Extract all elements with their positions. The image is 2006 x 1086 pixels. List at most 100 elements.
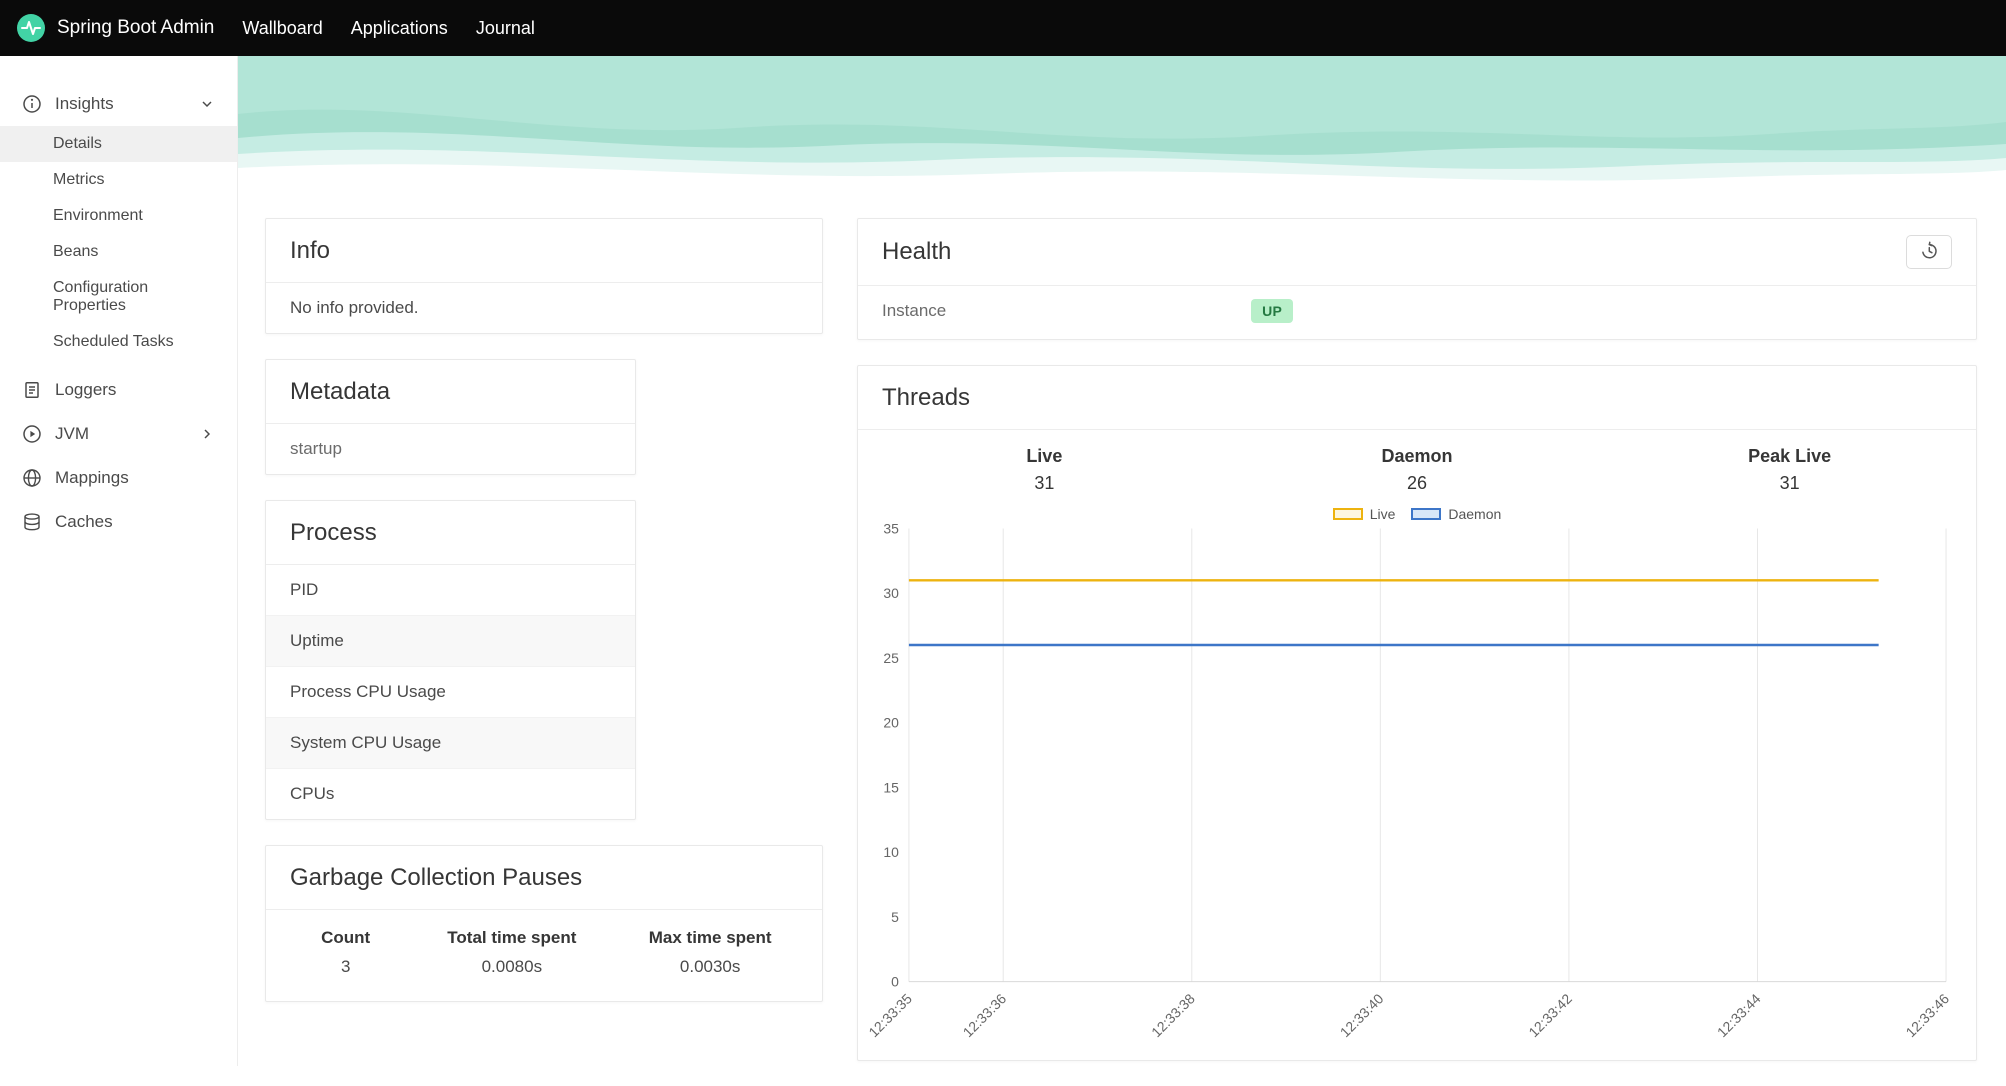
stat-value: 31: [1034, 473, 1055, 493]
history-icon: [1919, 241, 1939, 264]
legend-swatch-live: [1332, 508, 1363, 520]
gc-col-max: Max time spent: [648, 928, 772, 947]
svg-text:10: 10: [883, 844, 899, 860]
stat-value: 31: [1779, 473, 1800, 493]
chart-legend: Live Daemon: [858, 506, 1976, 522]
play-circle-icon: [22, 424, 42, 444]
stat-value: 26: [1406, 473, 1428, 493]
sidebar-item-scheduled-tasks[interactable]: Scheduled Tasks: [53, 333, 174, 350]
status-badge: UP: [1251, 299, 1294, 323]
top-navbar: Spring Boot Admin Wallboard Applications…: [0, 0, 2006, 56]
health-history-button[interactable]: [1906, 235, 1952, 269]
svg-text:12:33:44: 12:33:44: [1714, 990, 1764, 1040]
sidebar-item-insights[interactable]: Insights: [0, 82, 237, 126]
sidebar-item-caches[interactable]: Caches: [0, 500, 237, 544]
info-card-body: No info provided.: [290, 298, 419, 317]
svg-text:12:33:36: 12:33:36: [960, 990, 1010, 1040]
card-title-text: Info: [290, 236, 331, 264]
card-title-text: Metadata: [290, 377, 391, 405]
sidebar-item-loggers[interactable]: Loggers: [0, 368, 237, 412]
chevron-down-icon: [199, 96, 215, 112]
stat-peak-live: Peak Live 31: [1603, 446, 1976, 494]
gc-table-header: Count Total time spent Max time spent: [276, 928, 812, 948]
info-circle-icon: [22, 94, 42, 114]
loggers-icon: [22, 380, 42, 400]
legend-item-live[interactable]: Live: [1332, 506, 1396, 522]
svg-text:20: 20: [883, 715, 899, 731]
globe-icon: [22, 468, 42, 488]
legend-label: Daemon: [1448, 506, 1502, 522]
process-row-uptime: Uptime: [266, 616, 635, 667]
threads-card-title: Threads: [858, 366, 1976, 430]
svg-text:12:33:40: 12:33:40: [1337, 990, 1387, 1040]
sidebar-item-label: Insights: [55, 94, 114, 113]
svg-text:25: 25: [883, 650, 899, 666]
process-row-system-cpu: System CPU Usage: [266, 718, 635, 769]
gc-col-count: Count: [321, 928, 371, 947]
svg-text:12:33:35: 12:33:35: [865, 990, 915, 1040]
card-title-text: Garbage Collection Pauses: [290, 863, 583, 891]
nav-wallboard[interactable]: Wallboard: [242, 18, 323, 38]
info-card: Info No info provided.: [265, 218, 823, 334]
gc-value-count: 3: [340, 957, 351, 976]
gc-table: Count Total time spent Max time spent 3 …: [266, 910, 822, 1001]
info-card-title: Info: [266, 219, 822, 283]
card-title-text: Health: [882, 238, 952, 265]
sidebar-item-details[interactable]: Details: [0, 126, 237, 162]
metadata-row: startup: [290, 439, 342, 458]
nav-journal[interactable]: Journal: [475, 18, 535, 38]
svg-text:35: 35: [883, 524, 899, 536]
sidebar: Insights Details Metrics Environment Bea…: [0, 56, 238, 1066]
gc-col-total: Total time spent: [447, 928, 577, 947]
stat-live: Live 31: [858, 446, 1231, 494]
gc-table-values: 3 0.0080s 0.0030s: [276, 957, 812, 977]
legend-swatch-daemon: [1411, 508, 1442, 520]
process-row-cpus: CPUs: [290, 784, 335, 803]
database-icon: [22, 512, 42, 532]
stat-label: Daemon: [1381, 446, 1453, 466]
health-card-title: Health: [858, 219, 1976, 286]
svg-text:12:33:42: 12:33:42: [1525, 990, 1575, 1040]
process-row-process-cpu: Process CPU Usage: [266, 667, 635, 718]
health-instance-label: Instance: [882, 301, 947, 320]
sidebar-item-mappings[interactable]: Mappings: [0, 456, 237, 500]
sidebar-item-configuration-properties[interactable]: Configuration Properties: [53, 279, 149, 314]
svg-text:5: 5: [891, 909, 899, 925]
threads-stats: Live 31 Daemon 26 Peak Live 31: [858, 430, 1976, 494]
navbar-menu: Wallboard Applications Journal: [228, 0, 548, 56]
threads-chart: 12:33:35 12:33:36 12:33:38 12:33:40 12:33:42…: [865, 524, 1952, 1040]
chevron-right-icon: [199, 426, 215, 442]
sidebar-item-label: Loggers: [55, 380, 117, 399]
process-row-pid: PID: [266, 565, 635, 616]
svg-text:15: 15: [883, 779, 899, 795]
sidebar-item-label: Caches: [55, 512, 113, 531]
legend-item-daemon[interactable]: Daemon: [1411, 506, 1501, 522]
svg-text:12:33:38: 12:33:38: [1148, 990, 1198, 1040]
svg-text:12:33:46: 12:33:46: [1902, 990, 1952, 1040]
sidebar-item-jvm[interactable]: JVM: [0, 412, 237, 456]
metadata-card-title: Metadata: [266, 360, 635, 424]
insights-submenu: Details Metrics Environment Beans Config…: [0, 126, 237, 360]
sidebar-item-metrics[interactable]: Metrics: [53, 171, 105, 188]
brand[interactable]: Spring Boot Admin: [16, 13, 214, 43]
nav-applications[interactable]: Applications: [350, 18, 448, 38]
brand-title: Spring Boot Admin: [57, 17, 215, 38]
sidebar-item-label: Mappings: [55, 468, 129, 487]
gc-pauses-card: Garbage Collection Pauses Count Total ti…: [265, 845, 823, 1002]
sidebar-item-label: JVM: [55, 424, 89, 443]
app-logo-icon: [16, 13, 46, 43]
process-rows: PID Uptime Process CPU Usage System CPU …: [266, 565, 635, 819]
card-title-text: Process: [290, 518, 377, 546]
sidebar-item-beans[interactable]: Beans: [53, 243, 99, 260]
sidebar-item-environment[interactable]: Environment: [53, 207, 143, 224]
stat-label: Live: [1026, 446, 1063, 466]
main-content: Info No info provided. Metadata startup …: [238, 56, 2006, 1066]
threads-card: Threads Live 31 Daemon 26 Peak Live 31: [857, 365, 1977, 1061]
card-title-text: Threads: [882, 383, 971, 411]
legend-label: Live: [1369, 506, 1396, 522]
process-card-title: Process: [266, 501, 635, 565]
svg-text:0: 0: [891, 974, 899, 990]
health-instance-row: Instance UP: [858, 286, 1976, 339]
stat-daemon: Daemon 26: [1231, 446, 1604, 494]
hero-wave-banner: [238, 56, 2006, 192]
